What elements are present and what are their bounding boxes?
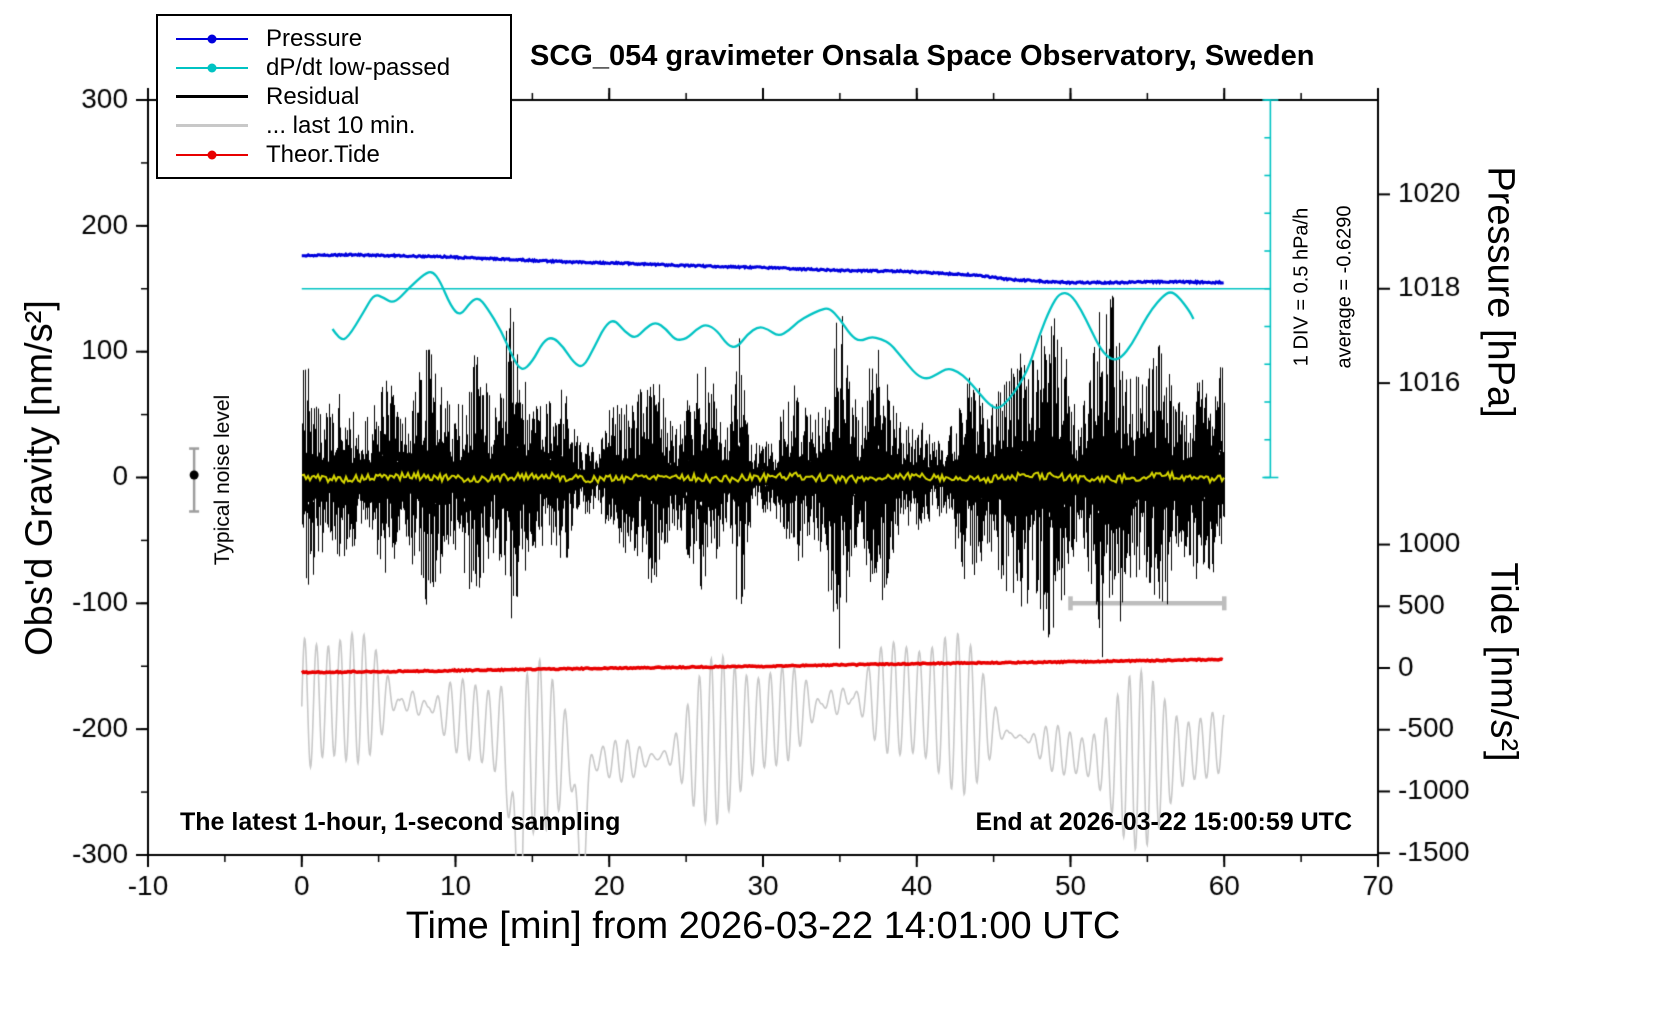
legend-item: ... last 10 min. — [158, 111, 510, 140]
end-time-note: End at 2026-03-22 15:00:59 UTC — [975, 808, 1352, 836]
legend-line-sample — [176, 34, 248, 43]
legend-label: Pressure — [266, 24, 363, 52]
legend-item: dP/dt low-passed — [158, 53, 510, 82]
legend-line-sample — [176, 150, 248, 159]
legend-label: ... last 10 min. — [266, 111, 416, 139]
legend-marker-dot — [207, 150, 217, 159]
legend-line-sample — [176, 95, 248, 98]
legend-item: Pressure — [158, 24, 510, 53]
legend-item: Residual — [158, 82, 510, 111]
legend-label: dP/dt low-passed — [266, 53, 451, 81]
typical-noise-label: Typical noise level — [211, 394, 234, 566]
legend-label: Residual — [266, 82, 360, 110]
chart-title: SCG_054 gravimeter Onsala Space Observat… — [530, 40, 1315, 72]
legend-label: Theor.Tide — [266, 140, 380, 168]
sampling-note: The latest 1-hour, 1-second sampling — [180, 808, 621, 836]
x-axis-label: Time [min] from 2026-03-22 14:01:00 UTC — [405, 905, 1121, 947]
average-note: average = -0.6290 — [1333, 205, 1356, 369]
y-axis-label-tide: Tide [nm/s²] — [1482, 562, 1525, 762]
div-scale-note: 1 DIV = 0.5 hPa/h — [1290, 207, 1313, 367]
legend-item: Theor.Tide — [158, 140, 510, 169]
y-axis-label-pressure: Pressure [hPa] — [1479, 166, 1522, 418]
legend-marker-dot — [207, 63, 217, 72]
legend-box: Pressure dP/dt low-passed Residual... last… — [156, 14, 512, 179]
y-axis-label-gravity: Obs'd Gravity [nm/s²] — [18, 300, 61, 656]
legend-line-sample — [176, 124, 248, 127]
legend-marker-dot — [207, 34, 217, 43]
legend-line-sample — [176, 63, 248, 72]
